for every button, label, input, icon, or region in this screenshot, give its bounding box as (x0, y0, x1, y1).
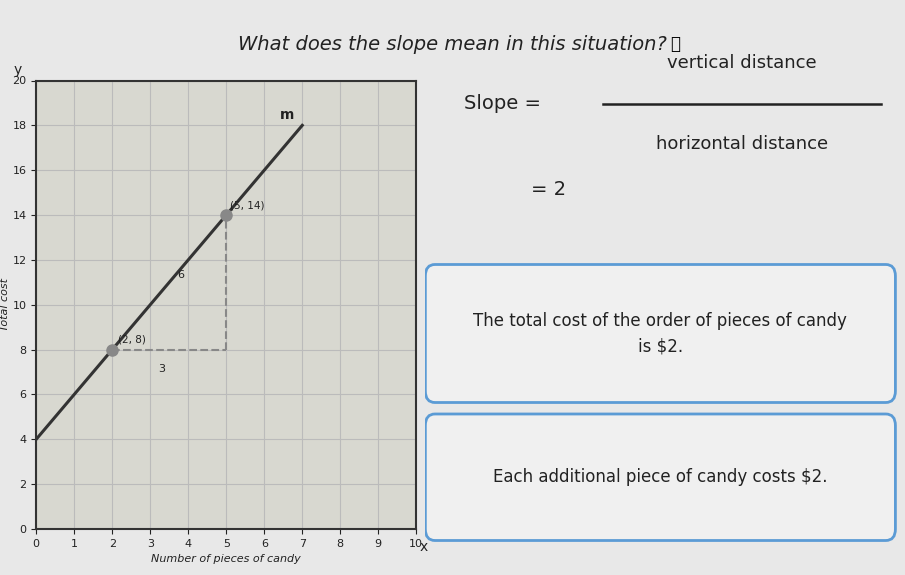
Text: The total cost of the order of pieces of candy
is $2.: The total cost of the order of pieces of… (473, 312, 847, 355)
Y-axis label: Total cost: Total cost (0, 278, 10, 331)
Text: x: x (420, 540, 428, 554)
FancyBboxPatch shape (425, 414, 895, 540)
Text: vertical distance: vertical distance (667, 54, 816, 72)
Text: Each additional piece of candy costs $2.: Each additional piece of candy costs $2. (493, 468, 828, 486)
Text: = 2: = 2 (531, 180, 566, 200)
Text: 6: 6 (176, 270, 184, 280)
Text: 🔊: 🔊 (670, 34, 680, 52)
Text: What does the slope mean in this situation?: What does the slope mean in this situati… (238, 34, 667, 53)
X-axis label: Number of pieces of candy: Number of pieces of candy (151, 554, 301, 564)
Text: y: y (13, 63, 22, 77)
Text: 3: 3 (158, 364, 165, 374)
Text: (5, 14): (5, 14) (230, 200, 264, 210)
FancyBboxPatch shape (425, 264, 895, 402)
Text: Slope =: Slope = (463, 94, 547, 113)
Text: m: m (281, 108, 295, 122)
Text: horizontal distance: horizontal distance (656, 135, 828, 153)
Text: (2, 8): (2, 8) (118, 335, 146, 345)
